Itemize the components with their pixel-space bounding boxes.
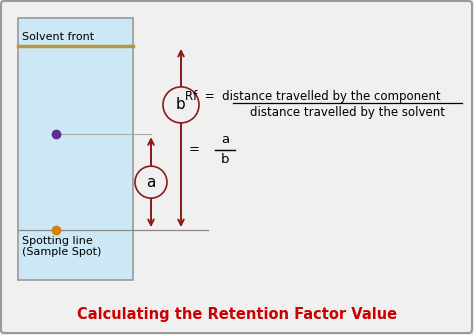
Text: =: =	[189, 143, 200, 156]
Text: Rf  =  distance travelled by the component: Rf = distance travelled by the component	[185, 90, 441, 103]
Text: a: a	[146, 175, 155, 190]
Text: a: a	[221, 133, 229, 146]
Text: b: b	[176, 97, 186, 112]
Bar	[18, 18, 133, 280]
Circle shape	[163, 87, 199, 123]
Text: Solvent front: Solvent front	[22, 32, 94, 42]
Text: Calculating the Retention Factor Value: Calculating the Retention Factor Value	[77, 308, 397, 323]
Text: b: b	[221, 153, 229, 166]
Text: Spotting line: Spotting line	[22, 236, 93, 246]
Text: distance travelled by the solvent: distance travelled by the solvent	[250, 106, 445, 119]
Text: (Sample Spot): (Sample Spot)	[22, 247, 101, 257]
Circle shape	[135, 166, 167, 198]
